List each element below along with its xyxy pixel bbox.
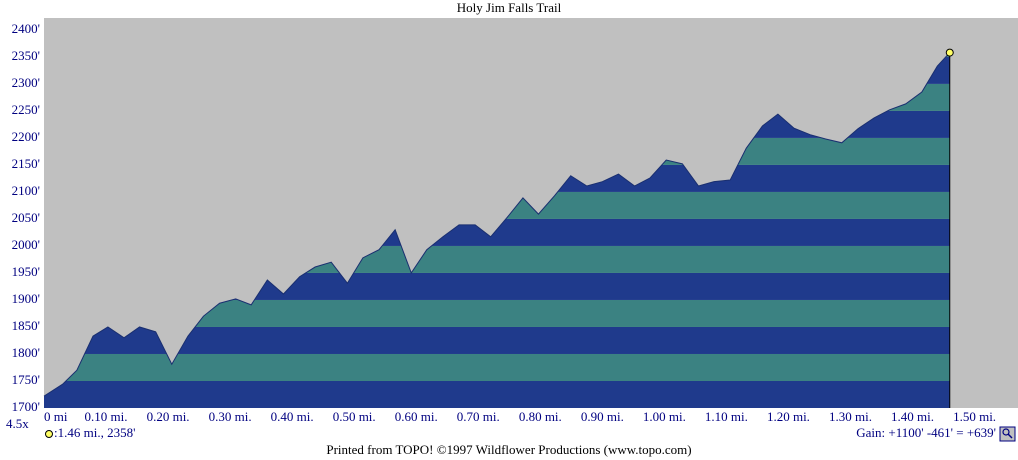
elevation-band [44,326,950,354]
x-tick-label: 1.50 mi. [953,409,996,424]
x-tick-label: 1.40 mi. [891,409,934,424]
x-tick-label: 0.90 mi. [581,409,624,424]
x-tick-label: 0.20 mi. [147,409,190,424]
x-tick-label: 0.30 mi. [209,409,252,424]
x-tick-label: 0 mi [44,409,68,424]
x-tick-label: 0.80 mi. [519,409,562,424]
x-tick-label: 0.60 mi. [395,409,438,424]
y-tick-label: 2200' [12,129,40,144]
x-tick-label: 1.10 mi. [705,409,748,424]
x-tick-label: 0.70 mi. [457,409,500,424]
position-marker [945,48,954,57]
x-tick-label: 0.40 mi. [271,409,314,424]
y-tick-label: 2400' [12,21,40,36]
y-tick-label: 2250' [12,102,40,117]
y-tick-label: 2300' [12,75,40,90]
y-tick-label: 1950' [12,264,40,279]
x-tick-label: 1.20 mi. [767,409,810,424]
elevation-line [43,52,951,397]
zoom-label: 4.5x [6,416,29,431]
x-tick-label: 0.10 mi. [85,409,128,424]
y-tick-label: 1850' [12,318,40,333]
y-tick-label: 2150' [12,156,40,171]
readout-icon [45,430,53,438]
y-tick-label: 1700' [12,399,40,414]
chart-title: Holy Jim Falls Trail [457,0,562,15]
y-tick-label: 1900' [12,291,40,306]
x-tick-label: 1.00 mi. [643,409,686,424]
x-tick-label: 1.30 mi. [829,409,872,424]
y-tick-label: 2100' [12,183,40,198]
readout: :1.46 mi., 2358' [54,425,135,440]
elevation-band [44,380,950,408]
x-tick-label: 0.50 mi. [333,409,376,424]
y-tick-label: 2000' [12,237,40,252]
zoom-button[interactable] [999,426,1016,442]
footer: Printed from TOPO! ©1997 Wildflower Prod… [326,442,691,457]
y-tick-label: 2050' [12,210,40,225]
gain-summary: Gain: +1100' -461' = +639' [856,425,996,440]
y-tick-label: 1750' [12,372,40,387]
y-tick-label: 1800' [12,345,40,360]
y-tick-label: 2350' [12,48,40,63]
elevation-band [44,353,950,381]
